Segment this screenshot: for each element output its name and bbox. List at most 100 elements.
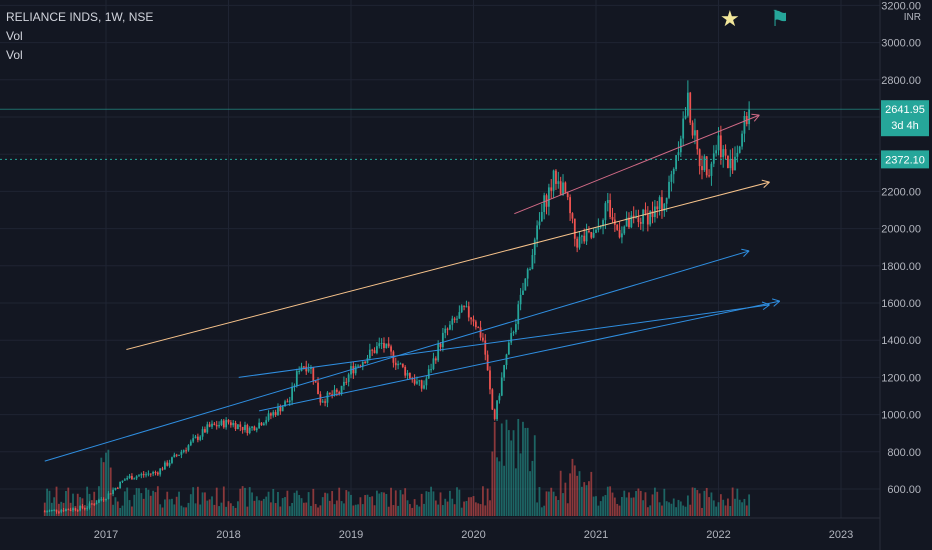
volume-bar <box>503 465 506 516</box>
price-tick-label: 1200.00 <box>881 372 921 384</box>
volume-bar <box>439 492 442 516</box>
candle-body <box>222 420 225 428</box>
candle-body <box>566 193 569 198</box>
volume-bar <box>253 500 256 516</box>
candle-body <box>76 510 79 512</box>
candle-body <box>460 305 463 313</box>
volume-bar <box>467 497 470 516</box>
volume-bar <box>616 503 619 516</box>
candle-body <box>116 487 119 489</box>
candle-body <box>204 429 206 433</box>
volume-bar <box>385 493 388 516</box>
volume-bar <box>187 502 190 516</box>
candle-body <box>138 475 140 477</box>
candle-body <box>312 367 315 381</box>
volume-bar <box>192 487 195 516</box>
candle-body <box>470 317 473 320</box>
candle-body <box>274 412 277 416</box>
volume-bar <box>142 498 145 516</box>
candle-body <box>719 135 722 158</box>
symbol-title[interactable]: RELIANCE INDS, 1W, NSE <box>6 10 154 24</box>
candles <box>43 80 751 514</box>
candle-body <box>192 438 195 442</box>
candle-body <box>670 174 673 182</box>
volume-bar <box>500 423 503 516</box>
volume-legend[interactable]: Vol <box>6 29 23 43</box>
candle-body <box>517 304 520 325</box>
candle-body <box>255 428 258 431</box>
volume-bar <box>538 487 541 516</box>
candle-body <box>651 211 654 218</box>
price-tick-label: 1800.00 <box>881 261 921 273</box>
volume-bar <box>119 507 122 516</box>
price-tick-label: 1000.00 <box>881 410 921 422</box>
candle-body <box>585 230 588 242</box>
volume-bar <box>576 475 579 516</box>
candle-body <box>543 195 546 212</box>
candle-body <box>288 400 291 403</box>
candle-body <box>477 327 480 329</box>
trendline <box>126 181 770 350</box>
volume-bar <box>580 486 583 516</box>
volume-bar <box>477 503 480 516</box>
volume-bar <box>745 505 748 516</box>
volume-bar <box>738 499 741 516</box>
volume-bar <box>573 465 576 516</box>
candle-body <box>251 426 253 428</box>
candle-body <box>646 213 649 225</box>
candle-body <box>507 342 510 355</box>
candle-body <box>218 425 220 427</box>
volume-bar <box>526 427 529 516</box>
volume-bar <box>321 497 324 516</box>
trendline-arrow <box>763 181 770 188</box>
volume-legend-2[interactable]: Vol <box>6 48 23 62</box>
candle-body <box>317 382 319 395</box>
candle-body <box>277 406 279 416</box>
volume-bar <box>408 504 411 516</box>
volume-bar <box>588 481 590 516</box>
candle-body <box>65 509 67 512</box>
candle-body <box>279 406 282 412</box>
candle-body <box>689 92 692 123</box>
volume-bar <box>161 507 164 516</box>
volume-bar <box>564 482 567 516</box>
candle-body <box>524 278 527 291</box>
volume-bar <box>712 500 715 516</box>
candle-body <box>453 318 456 320</box>
candle-body <box>173 454 176 458</box>
trendline <box>259 300 780 412</box>
volume-bar <box>319 505 322 516</box>
candle-body <box>291 386 294 401</box>
candle-body <box>201 429 204 437</box>
candle-body <box>510 333 513 343</box>
candle-body <box>656 206 659 210</box>
flag-icon[interactable]: ⚑ <box>770 6 790 31</box>
candle-body <box>265 420 268 424</box>
candle-body <box>107 493 110 499</box>
volume-bar <box>229 503 232 516</box>
volume-bar <box>557 499 560 516</box>
price-tick-label: 2000.00 <box>881 224 921 236</box>
volume-bar <box>621 497 623 516</box>
volume-bar <box>698 493 701 516</box>
volume-bar <box>743 498 746 516</box>
candle-body <box>748 109 751 125</box>
candle-body <box>232 422 235 426</box>
candle-body <box>340 385 343 395</box>
volume-bar <box>653 487 656 516</box>
candle-body <box>571 213 574 219</box>
time-axis: 2017 2018 2019 2020 2021 2022 2023 <box>94 529 853 541</box>
candle-body <box>397 363 400 366</box>
candle-body <box>123 479 126 481</box>
candle-body <box>159 468 162 475</box>
candle-body <box>463 305 465 307</box>
candle-body <box>248 427 251 434</box>
volume-bar <box>411 507 414 516</box>
volume-bar <box>724 505 727 516</box>
volume-bar <box>220 502 223 516</box>
volume-bar <box>194 503 197 516</box>
volume-bar <box>284 497 286 516</box>
marked-level-label: 2372.10 <box>885 154 925 166</box>
star-icon[interactable]: ★ <box>720 6 740 31</box>
